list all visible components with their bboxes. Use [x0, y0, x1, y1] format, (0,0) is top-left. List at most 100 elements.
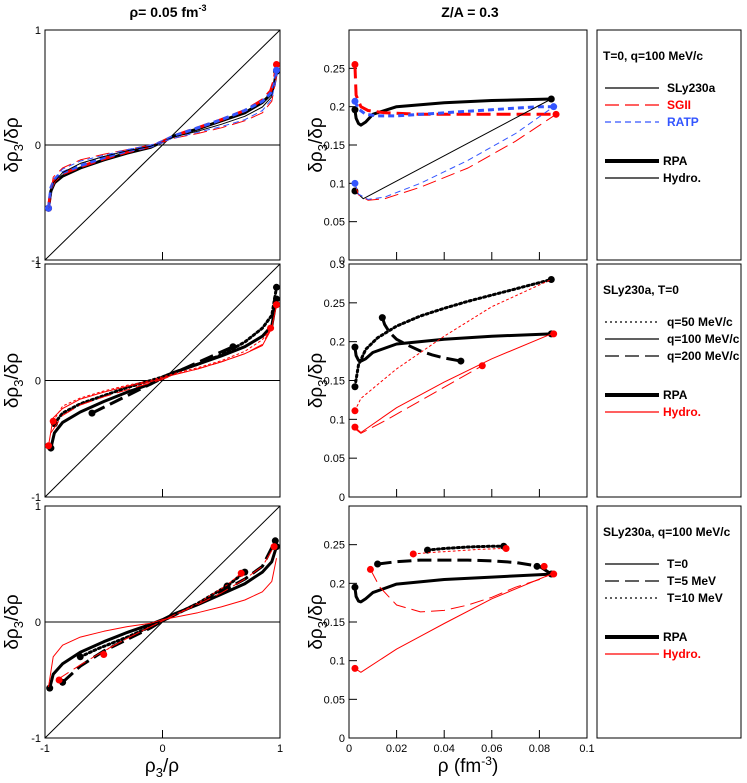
series-marker [55, 676, 63, 684]
series-line [426, 544, 506, 552]
series-line [353, 64, 557, 116]
legend-label: T=0 [667, 557, 688, 571]
series-marker [351, 97, 359, 105]
series-marker [550, 103, 558, 111]
series-line [354, 573, 552, 673]
legend-label: Hydro. [663, 171, 701, 185]
series-line [377, 558, 553, 576]
panel-right-row-1: 0 0.05 0.1 0.15 0.2 0.25 δρ3/δρ [306, 29, 588, 267]
series-marker [351, 407, 359, 415]
y-tick-label: 0 [339, 492, 345, 504]
series-marker [88, 409, 96, 417]
x-tick-label: 0.06 [481, 743, 502, 755]
y-axis-title: δρ3/δρ [2, 353, 26, 408]
y-tick-label: 0 [35, 376, 41, 388]
series-marker [351, 179, 359, 187]
series-group [45, 61, 280, 212]
legend-row-3: SLy230a, q=100 MeV/c T=0 T=5 MeV T=10 MeV RP… [596, 505, 742, 739]
panel-left-row-2: -1 0 1 δρ3/δρ [2, 259, 281, 504]
series-line [354, 279, 552, 412]
series-marker [351, 583, 359, 591]
plot-frame [348, 505, 588, 739]
legend-frame [596, 505, 742, 739]
series-line [97, 572, 242, 655]
series-marker [374, 560, 382, 568]
series-marker [45, 442, 53, 450]
series-marker [237, 569, 245, 577]
legend-label: q=50 MeV/c [667, 315, 733, 329]
series-marker [229, 343, 237, 351]
y-tick-label: 0.1 [330, 414, 345, 426]
series-line [48, 75, 277, 209]
series-marker [533, 562, 541, 570]
series-marker [46, 684, 54, 692]
y-tick-label: 1 [35, 501, 41, 513]
series-line [354, 106, 554, 200]
series-line [354, 113, 557, 201]
series-line [353, 572, 552, 604]
series-marker [351, 106, 359, 114]
series-marker [351, 383, 359, 391]
y-tick-label: 1 [35, 259, 41, 271]
right-column-title: Z/A = 0.3 [441, 4, 499, 20]
series-group [45, 283, 280, 452]
series-group [351, 61, 560, 201]
legend-label: SGII [667, 98, 691, 112]
series-marker [550, 570, 558, 578]
series-marker [272, 295, 280, 303]
y-tick-label: -1 [31, 492, 41, 504]
series-marker [457, 357, 465, 365]
panel-left-row-1: -1 0 1 δρ3/δρ [2, 25, 281, 267]
y-axis-title: δρ3/δρ [2, 117, 26, 172]
y-axis-title: δρ3/δρ [306, 117, 330, 172]
series-line [353, 278, 553, 389]
y-tick-label: 0.2 [330, 102, 345, 114]
series-line [369, 569, 552, 613]
legend-label: RPA [663, 388, 688, 402]
y-tick-label: 0.2 [330, 578, 345, 590]
y-axis-title: δρ3/δρ [306, 594, 330, 649]
x-tick-label: 0.02 [386, 743, 407, 755]
series-line [354, 365, 483, 434]
x-tick-label: 1 [277, 743, 283, 755]
y-tick-label: 0.25 [324, 298, 345, 310]
panel-left-row-3: -1 0 1 -1 0 1 δρ3/δρ [2, 501, 283, 755]
y-tick-label: -1 [31, 733, 41, 745]
y-tick-label: 0 [35, 140, 41, 152]
x-tick-label: 0 [346, 743, 352, 755]
series-line [380, 317, 462, 363]
series-marker [478, 362, 486, 370]
series-group [351, 276, 558, 434]
y-tick-label: 0.25 [324, 63, 345, 75]
y-tick-label: 0 [339, 255, 345, 267]
series-marker [272, 301, 280, 309]
series-marker [272, 66, 280, 74]
legend-title: T=0, q=100 MeV/c [603, 49, 703, 63]
legend-frame [596, 29, 742, 261]
series-line [353, 100, 554, 118]
series-group [351, 542, 558, 673]
legend-title: SLy230a, T=0 [603, 283, 679, 297]
series-marker [351, 61, 359, 68]
legend-label: RATP [667, 115, 699, 129]
y-tick-label: 1 [35, 25, 41, 37]
series-line [48, 304, 277, 446]
series-line [91, 345, 234, 415]
y-axis-title: δρ3/δρ [306, 353, 330, 408]
series-marker [502, 545, 510, 553]
legend-label: Hydro. [663, 405, 701, 419]
legend-label: SLy230a [667, 81, 716, 95]
series-marker [271, 537, 279, 545]
y-tick-label: 0.15 [324, 376, 345, 388]
y-axis-title: δρ3/δρ [2, 594, 26, 649]
series-marker [270, 543, 278, 551]
right-x-axis-title: ρ (fm-3) [438, 754, 499, 777]
legend-label: q=100 MeV/c [667, 332, 740, 346]
series-marker [351, 343, 359, 351]
series-line [353, 332, 552, 363]
y-tick-label: 0.05 [324, 453, 345, 465]
series-marker [267, 324, 275, 332]
series-marker [272, 283, 280, 291]
y-tick-label: 0.3 [330, 259, 345, 271]
